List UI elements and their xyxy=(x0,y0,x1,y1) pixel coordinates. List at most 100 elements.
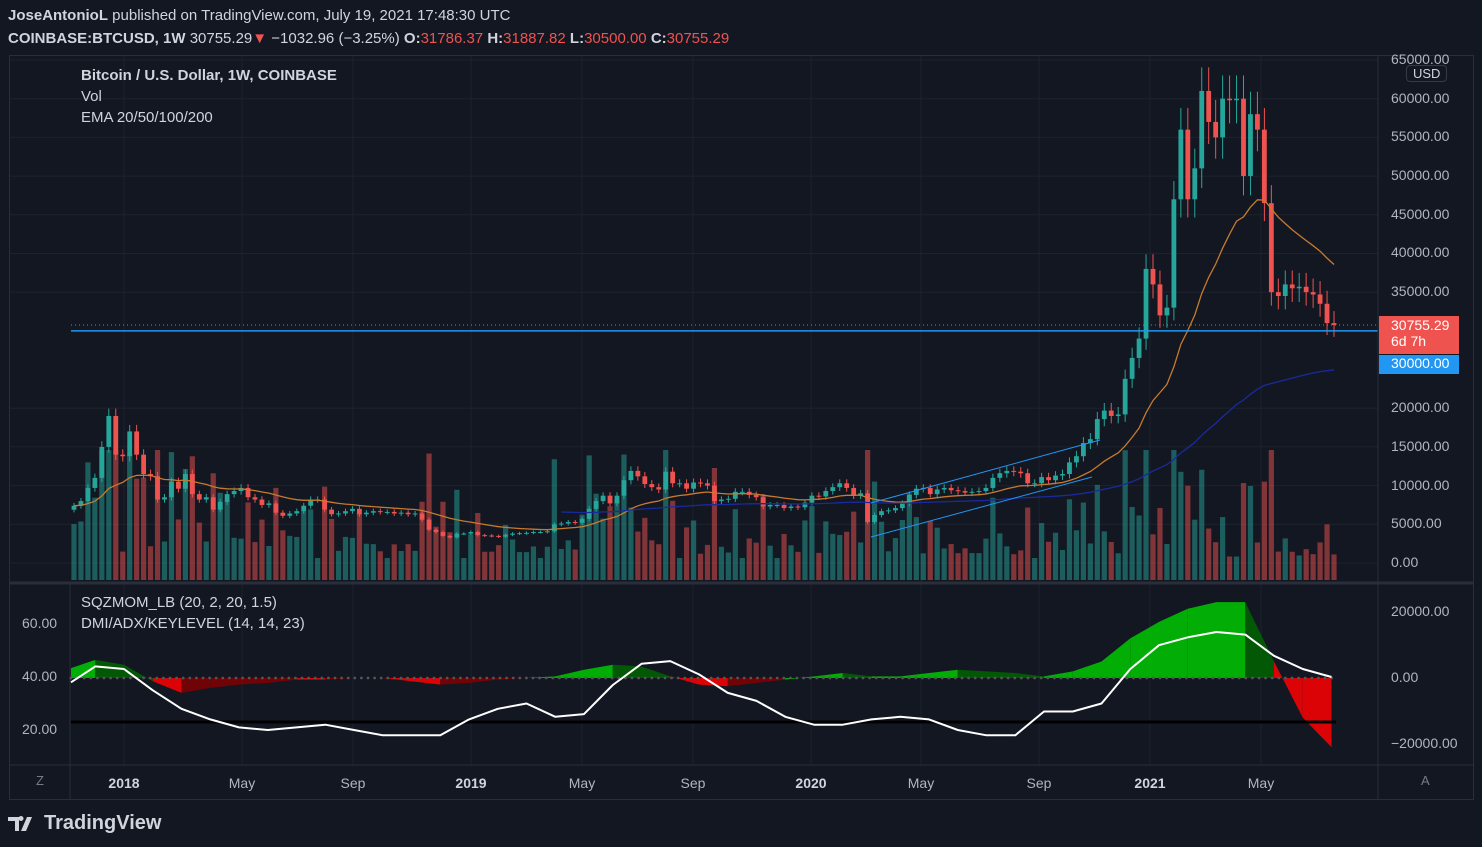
candle[interactable] xyxy=(1282,284,1288,297)
legend-main[interactable]: Bitcoin / U.S. Dollar, 1W, COINBASE xyxy=(81,67,337,84)
candle[interactable] xyxy=(1296,286,1302,289)
candle[interactable] xyxy=(795,506,801,508)
candle[interactable] xyxy=(1122,378,1128,415)
candle[interactable] xyxy=(1150,268,1156,285)
candle[interactable] xyxy=(78,501,84,506)
candle[interactable] xyxy=(1268,203,1274,293)
candle[interactable] xyxy=(141,454,147,475)
candle[interactable] xyxy=(308,499,314,506)
candle[interactable] xyxy=(1025,473,1031,484)
candle[interactable] xyxy=(760,497,766,507)
candle[interactable] xyxy=(621,480,627,496)
candle[interactable] xyxy=(1248,114,1253,177)
candle[interactable] xyxy=(691,482,696,489)
candle[interactable] xyxy=(990,477,996,488)
candle[interactable] xyxy=(1289,284,1295,289)
candle[interactable] xyxy=(544,531,550,533)
candle[interactable] xyxy=(377,511,383,513)
candle[interactable] xyxy=(1192,168,1198,200)
candle[interactable] xyxy=(1331,323,1337,326)
candle[interactable] xyxy=(1094,419,1100,440)
candle[interactable] xyxy=(524,532,529,534)
candle[interactable] xyxy=(1220,98,1226,138)
candle[interactable] xyxy=(997,473,1003,478)
candle[interactable] xyxy=(927,487,933,495)
candle[interactable] xyxy=(357,508,362,515)
candle[interactable] xyxy=(336,513,341,515)
candle[interactable] xyxy=(1206,90,1212,122)
candle[interactable] xyxy=(1324,303,1330,324)
candle[interactable] xyxy=(503,534,509,537)
author-name[interactable]: JoseAntonioL xyxy=(8,7,108,24)
candle[interactable] xyxy=(1143,268,1149,339)
candle[interactable] xyxy=(496,535,502,537)
candle[interactable] xyxy=(287,513,293,516)
candle[interactable] xyxy=(753,494,759,498)
candle[interactable] xyxy=(1067,462,1072,475)
candle[interactable] xyxy=(1164,307,1170,316)
candle[interactable] xyxy=(176,481,181,489)
timezone-button[interactable]: Z xyxy=(36,773,44,788)
ema-20-line[interactable] xyxy=(73,199,1335,531)
candle[interactable] xyxy=(510,533,515,535)
candle[interactable] xyxy=(837,483,843,488)
candle[interactable] xyxy=(294,511,300,514)
candle[interactable] xyxy=(71,505,77,510)
candle[interactable] xyxy=(1060,474,1065,476)
candle[interactable] xyxy=(99,446,105,478)
candle[interactable] xyxy=(948,487,954,491)
candle[interactable] xyxy=(203,497,209,500)
legend-sqzmom[interactable]: SQZMOM_LB (20, 2, 20, 1.5) xyxy=(81,594,277,611)
candle[interactable] xyxy=(851,487,857,496)
candle[interactable] xyxy=(517,533,522,535)
candle[interactable] xyxy=(558,523,564,525)
candle[interactable] xyxy=(670,471,676,484)
candle[interactable] xyxy=(879,511,884,516)
candle[interactable] xyxy=(370,511,376,513)
candle[interactable] xyxy=(642,476,648,485)
tradingview-logo[interactable]: TradingView xyxy=(8,812,161,835)
currency-badge[interactable]: USD xyxy=(1406,65,1448,82)
candle[interactable] xyxy=(830,487,836,492)
candle[interactable] xyxy=(781,504,787,509)
candle[interactable] xyxy=(886,510,891,512)
candle[interactable] xyxy=(941,487,947,490)
candle[interactable] xyxy=(322,499,328,510)
candle[interactable] xyxy=(684,483,689,489)
candle[interactable] xyxy=(280,512,286,516)
candle[interactable] xyxy=(426,519,432,530)
candle[interactable] xyxy=(725,498,731,500)
candle[interactable] xyxy=(162,497,167,500)
candle[interactable] xyxy=(412,513,418,515)
candle[interactable] xyxy=(1101,410,1107,420)
candle[interactable] xyxy=(1074,456,1079,463)
candle[interactable] xyxy=(182,474,188,489)
candle[interactable] xyxy=(663,471,669,490)
candle[interactable] xyxy=(969,491,975,493)
candle[interactable] xyxy=(196,494,202,500)
candle[interactable] xyxy=(719,499,724,502)
candle[interactable] xyxy=(565,521,571,524)
candle[interactable] xyxy=(698,482,703,484)
candle[interactable] xyxy=(468,532,474,534)
candle[interactable] xyxy=(482,535,488,537)
candle[interactable] xyxy=(231,491,237,495)
candle[interactable] xyxy=(273,503,279,513)
candle[interactable] xyxy=(217,501,223,510)
candle[interactable] xyxy=(113,415,119,455)
candle[interactable] xyxy=(461,533,467,535)
candle[interactable] xyxy=(1080,443,1086,457)
candle[interactable] xyxy=(252,497,258,500)
candle[interactable] xyxy=(120,454,126,457)
candle[interactable] xyxy=(155,476,160,500)
candle[interactable] xyxy=(816,495,822,497)
candle[interactable] xyxy=(1032,483,1038,485)
candle[interactable] xyxy=(614,495,620,504)
candle[interactable] xyxy=(301,505,307,512)
candle[interactable] xyxy=(572,521,578,523)
candle[interactable] xyxy=(475,532,481,536)
candle[interactable] xyxy=(1310,292,1316,295)
candle[interactable] xyxy=(1255,114,1260,130)
candle[interactable] xyxy=(934,489,940,495)
